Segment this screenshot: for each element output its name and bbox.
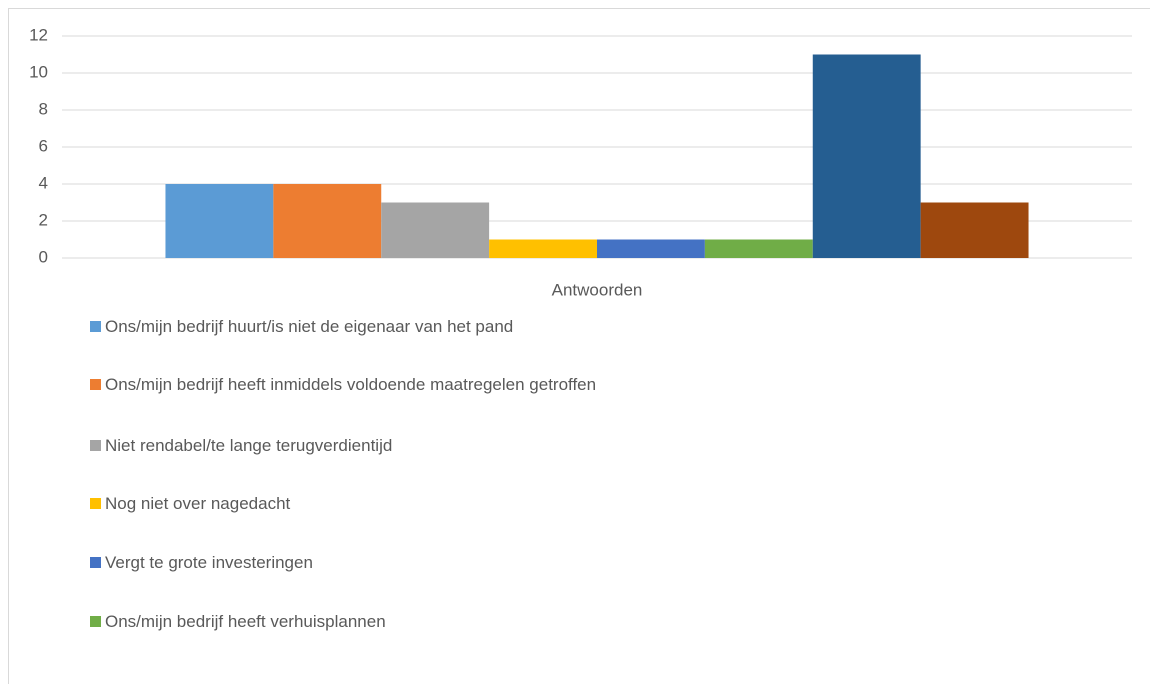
legend-label: Ons/mijn bedrijf heeft verhuisplannen (105, 612, 386, 631)
bar (704, 239, 813, 258)
legend-item: Ons/mijn bedrijf huurt/is niet de eigena… (90, 315, 690, 339)
bar (489, 239, 597, 258)
legend-item: Nog niet over nagedacht (90, 492, 690, 516)
x-tick-label: Antwoorden (552, 280, 643, 299)
chart-frame (8, 8, 1150, 684)
legend-item: Vergt te grote investeringen (90, 551, 690, 575)
legend-swatch (90, 440, 101, 451)
legend-swatch (90, 379, 101, 390)
legend-item: Ons/mijn bedrijf heeft verhuisplannen (90, 610, 690, 634)
bar (597, 239, 705, 258)
bar (812, 54, 921, 258)
legend-swatch (90, 498, 101, 509)
legend-item: Niet rendabel/te lange terugverdientijd (90, 434, 690, 458)
legend-item: Ons/mijn bedrijf heeft inmiddels voldoen… (90, 373, 690, 397)
legend-label: Ons/mijn bedrijf huurt/is niet de eigena… (105, 317, 514, 336)
legend-swatch (90, 616, 101, 627)
bar (920, 202, 1029, 258)
y-tick-label: 0 (39, 247, 48, 266)
legend-label: Nog niet over nagedacht (105, 494, 291, 513)
y-tick-label: 2 (39, 210, 48, 229)
legend-swatch (90, 321, 101, 332)
legend-label: Vergt te grote investeringen (105, 553, 313, 572)
y-tick-label: 10 (29, 62, 48, 81)
legend-swatch (90, 557, 101, 568)
legend-label: Niet rendabel/te lange terugverdientijd (105, 436, 393, 455)
legend-label: Ons/mijn bedrijf heeft inmiddels voldoen… (105, 375, 597, 394)
y-tick-label: 8 (39, 99, 48, 118)
bar (165, 184, 274, 258)
y-tick-label: 12 (29, 25, 48, 44)
bar (273, 184, 382, 258)
y-tick-label: 6 (39, 136, 48, 155)
y-tick-label: 4 (39, 173, 48, 192)
bar (381, 202, 490, 258)
